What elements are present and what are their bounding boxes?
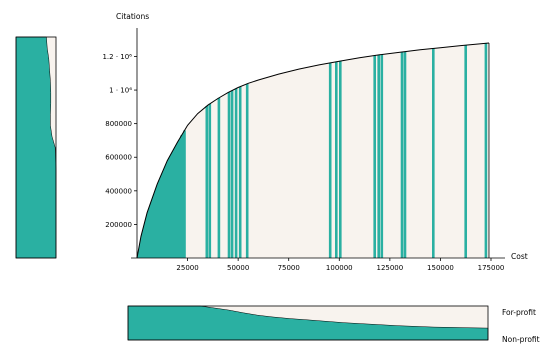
area-above-curve	[137, 36, 489, 258]
highlight-bar	[432, 48, 435, 259]
highlight-bar	[205, 106, 209, 258]
series-label-for-profit: For-profit	[502, 308, 536, 317]
highlight-bar	[464, 45, 467, 258]
y-tick-label: 800000	[105, 120, 132, 128]
x-tick-label: 175000	[478, 264, 505, 272]
marginal-frame	[127, 305, 489, 341]
highlight-bar	[183, 130, 186, 258]
vertical-marginal-chart	[15, 36, 57, 259]
x-tick-label: 75000	[278, 264, 300, 272]
y-tick-label: 1 · 10⁶	[109, 87, 132, 95]
highlight-bar	[335, 61, 338, 259]
x-tick-label: 100000	[326, 264, 353, 272]
highlight-bar	[377, 54, 380, 259]
series-label-non-profit: Non-profit	[502, 335, 540, 344]
highlight-bar	[227, 92, 231, 258]
marginal-frame	[15, 36, 57, 259]
highlight-bar	[373, 55, 376, 258]
x-tick-label: 150000	[427, 264, 454, 272]
highlight-bar	[208, 103, 212, 258]
filled-region	[137, 132, 184, 258]
highlight-bar	[328, 62, 332, 258]
main-chart: 200000 400000 600000 800000 1 · 10⁶ 1.2 · 10⁶…	[102, 12, 527, 272]
cumulative-curve	[136, 42, 490, 259]
chart-marks: 200000 400000 600000 800000 1 · 10⁶ 1.2 · 10⁶…	[102, 28, 505, 272]
y-axis-label: Citations	[116, 12, 149, 21]
highlight-bar	[380, 54, 384, 258]
x-tick-label: 25000	[176, 264, 198, 272]
highlight-bar	[403, 51, 407, 258]
highlight-bar	[238, 86, 242, 258]
highlight-bar	[484, 43, 488, 258]
highlight-bar	[180, 135, 183, 258]
y-tick-label: 400000	[105, 187, 132, 195]
highlight-bar	[400, 52, 404, 258]
highlight-bar	[339, 61, 342, 258]
y-tick-label: 600000	[105, 154, 132, 162]
highlight-bar	[217, 97, 221, 259]
horizontal-marginal-chart: For-profit Non-profit	[127, 305, 540, 344]
x-tick-label: 125000	[376, 264, 403, 272]
marginal-area	[127, 305, 489, 341]
highlight-bar	[245, 83, 249, 258]
highlight-bar	[234, 88, 238, 258]
x-axis-label: Cost	[511, 252, 528, 261]
y-tick-label: 200000	[105, 221, 132, 229]
x-tick-label: 50000	[227, 264, 249, 272]
y-tick-label: 1.2 · 10⁶	[102, 53, 132, 61]
highlight-bar	[230, 90, 234, 258]
